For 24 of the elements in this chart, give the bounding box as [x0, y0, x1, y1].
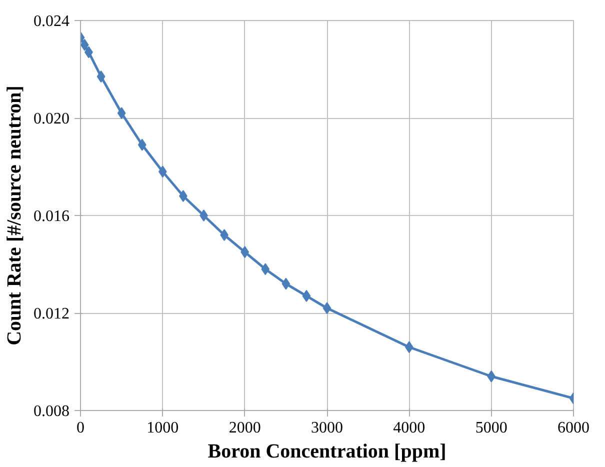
y-tick-label: 0.020	[34, 110, 70, 128]
x-tick-label: 4000	[393, 420, 426, 436]
point	[302, 290, 311, 302]
x-tick-label: 1000	[146, 420, 179, 436]
point	[200, 210, 208, 222]
point	[220, 229, 228, 241]
y-axis-title: Count Rate [#/source neutron]	[4, 86, 26, 346]
y-tick-label: 0.016	[34, 208, 70, 225]
x-tick-label: 2000	[228, 420, 261, 436]
point	[96, 70, 106, 83]
point	[322, 302, 332, 314]
point	[179, 190, 188, 202]
y-tick-label: 0.012	[34, 306, 70, 322]
x-axis-title: Boron Concentration [ppm]	[208, 440, 446, 462]
y-tick-label: 0.024	[34, 13, 70, 30]
point	[282, 278, 290, 290]
x-tick-label: 0	[76, 420, 84, 436]
x-tick-label: 5000	[475, 420, 508, 436]
x-tick-label: 6000	[558, 420, 590, 436]
point	[117, 107, 126, 120]
point	[261, 263, 270, 276]
x-tick-label: 3000	[311, 420, 343, 436]
y-tick-label: 0.008	[34, 403, 70, 420]
point	[138, 138, 146, 151]
